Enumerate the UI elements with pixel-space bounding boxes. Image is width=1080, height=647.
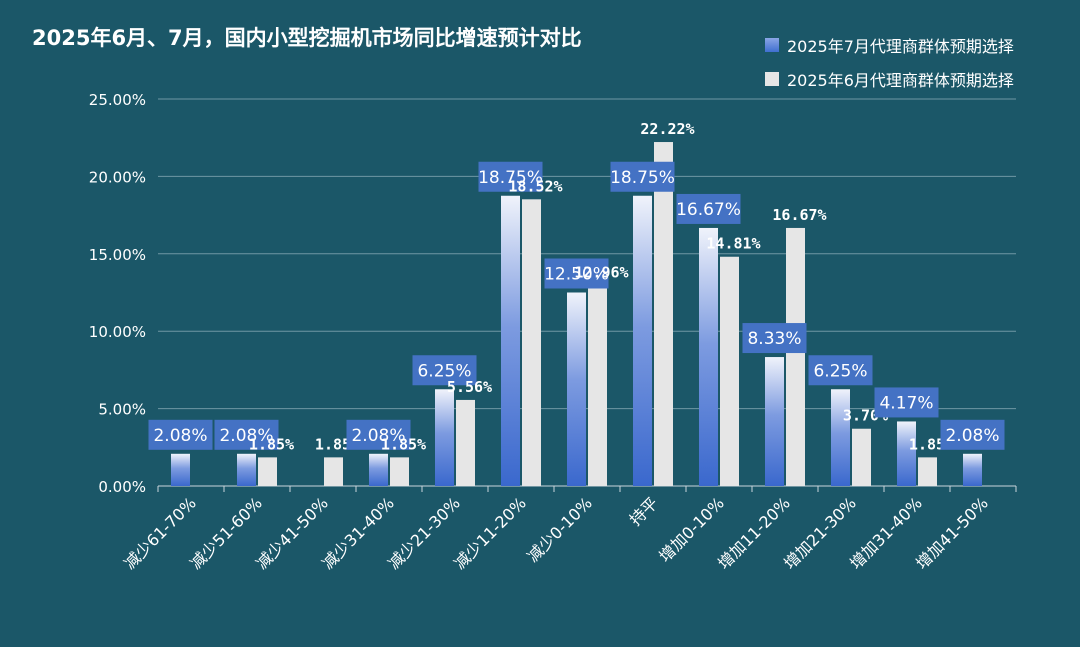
data-label-july: 8.33% [747, 329, 801, 349]
data-label-july: 2.08% [219, 426, 273, 446]
x-category-label: 减少0-10% [523, 493, 596, 566]
bar-july [567, 292, 586, 486]
data-label-box-july [940, 419, 1005, 450]
legend-label-june: 2025年6月代理商群体预期选择 [787, 71, 1014, 90]
bar-june [654, 142, 673, 486]
y-tick-label: 20.00% [89, 168, 146, 186]
data-label-box-july [742, 323, 807, 354]
bar-july [633, 195, 652, 486]
data-label-box-july [676, 193, 741, 224]
bar-june [918, 457, 937, 486]
labels-layer: 2.08%减少61-70%2.08%1.85%减少51-60%1.85%减少41… [120, 120, 1005, 573]
data-label-july: 18.75% [478, 168, 543, 188]
y-tick-label: 25.00% [89, 91, 146, 109]
legend-item-june: 2025年6月代理商群体预期选择 [765, 62, 1014, 96]
data-label-box-july [544, 258, 609, 289]
data-label-box-july [214, 419, 279, 450]
legend-item-july: 2025年7月代理商群体预期选择 [765, 28, 1014, 62]
bar-july [237, 453, 256, 486]
data-label-june: 12.96% [574, 263, 628, 281]
data-label-july: 16.67% [676, 200, 741, 220]
data-label-june: 18.52% [508, 177, 562, 195]
data-label-box-july [412, 355, 477, 386]
data-label-june: 5.56% [447, 378, 492, 396]
data-label-july: 2.08% [945, 426, 999, 446]
data-label-box-july [808, 355, 873, 386]
data-label-june: 16.67% [772, 206, 826, 224]
bar-july [171, 453, 190, 486]
bar-june [522, 199, 541, 486]
bar-july [897, 421, 916, 486]
bar-june [786, 227, 805, 486]
bar-june [258, 457, 277, 486]
data-label-june: 22.22% [640, 120, 694, 138]
data-label-box-july [478, 161, 543, 192]
bar-july [699, 227, 718, 486]
x-category-label: 持平 [626, 493, 662, 529]
y-tick-label: 0.00% [98, 478, 146, 496]
legend-swatch-july [765, 38, 779, 52]
bar-june [324, 457, 343, 486]
bar-june [456, 399, 475, 486]
data-label-july: 12.50% [544, 265, 609, 285]
bar-july [765, 357, 784, 486]
data-label-july: 2.08% [351, 426, 405, 446]
data-label-july: 6.25% [813, 361, 867, 381]
data-label-july: 18.75% [610, 168, 675, 188]
y-tick-label: 15.00% [89, 246, 146, 264]
x-category-label: 增加0-10% [655, 493, 728, 566]
bars-layer [171, 142, 982, 486]
data-label-june: 1.85% [249, 435, 294, 453]
data-label-june: 1.85% [381, 435, 426, 453]
bar-july [831, 389, 850, 486]
data-label-box-july [346, 419, 411, 450]
data-label-box-july [148, 419, 213, 450]
bar-july [963, 453, 982, 486]
legend: 2025年7月代理商群体预期选择 2025年6月代理商群体预期选择 [765, 28, 1014, 96]
bar-july [369, 453, 388, 486]
data-label-july: 6.25% [417, 361, 471, 381]
bar-july [501, 195, 520, 486]
grid-layer: 0.00% 5.00% 10.00% 15.00% 20.00% 25.00% [89, 91, 1017, 496]
bar-june [852, 428, 871, 486]
chart-title: 2025年6月、7月，国内小型挖掘机市场同比增速预计对比 [32, 26, 582, 50]
legend-swatch-june [765, 72, 779, 86]
data-label-july: 4.17% [879, 393, 933, 413]
y-tick-label: 10.00% [89, 323, 146, 341]
bar-june [390, 457, 409, 486]
bar-june [720, 256, 739, 486]
data-label-june: 14.81% [706, 235, 760, 253]
data-label-july: 2.08% [153, 426, 207, 446]
data-label-box-july [874, 387, 939, 418]
bar-june [588, 285, 607, 486]
data-label-box-july [610, 161, 675, 192]
y-tick-label: 5.00% [98, 401, 146, 419]
bar-july [435, 389, 454, 486]
legend-label-july: 2025年7月代理商群体预期选择 [787, 37, 1014, 56]
